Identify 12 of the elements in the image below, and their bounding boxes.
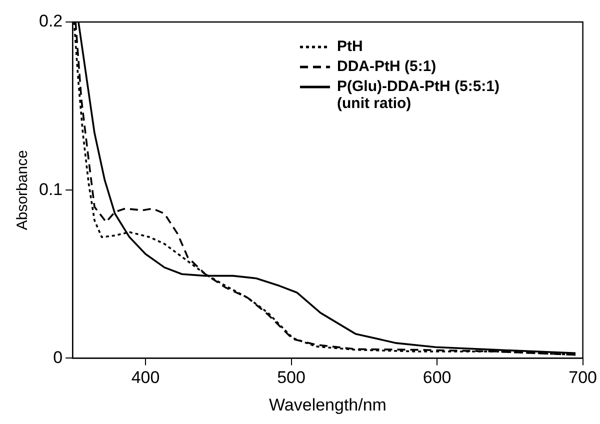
x-tick-label: 500	[277, 368, 306, 388]
x-tick-label: 600	[422, 368, 452, 388]
legend-label: DDA-PtH (5:1)	[337, 58, 436, 75]
legend-label: P(Glu)-DDA-PtH (5:5:1) (unit ratio)	[337, 78, 500, 112]
y-tick-label: 0	[53, 348, 63, 367]
x-axis-title: Wavelength/nm	[268, 395, 386, 414]
legend-label: PtH	[337, 38, 363, 55]
y-tick-label: 0.2	[38, 12, 63, 31]
x-tick-label: 400	[131, 368, 160, 388]
y-tick-label: 0.1	[38, 180, 63, 199]
y-axis-title: Absorbance	[14, 150, 32, 230]
x-tick-label: 700	[568, 368, 598, 388]
